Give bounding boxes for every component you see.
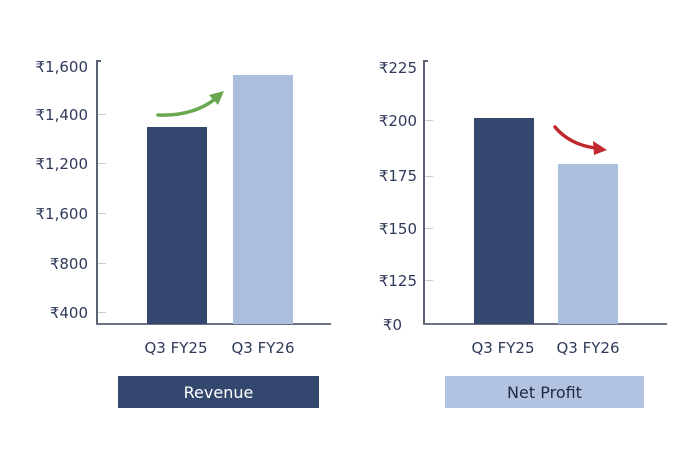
revenue-tick [98,163,106,164]
revenue-tick [98,263,106,264]
revenue-bar-fy26 [233,75,293,324]
revenue-legend-label: Revenue [118,376,319,408]
trend-up-arrow-icon [156,91,224,117]
revenue-tick-label: ₹1,600 [35,58,89,76]
profit-bar-fy25 [474,118,534,324]
profit-tick-label: ₹225 [378,59,417,77]
profit-tick [425,176,433,177]
profit-y-axis-cap [423,60,428,62]
profit-tick-label: ₹175 [378,167,417,185]
revenue-tick [98,114,106,115]
profit-bar-fy26 [558,164,618,324]
trend-down-arrow-icon [553,125,607,155]
revenue-tick-label: ₹800 [49,255,88,273]
net-profit-legend-label: Net Profit [445,376,644,408]
revenue-tick-label: ₹400 [49,304,88,322]
profit-tick [425,228,433,229]
revenue-category-label: Q3 FY25 [144,339,208,357]
profit-y-axis [423,60,425,325]
profit-tick [425,120,433,121]
profit-tick-label: ₹200 [378,112,417,130]
revenue-tick [98,312,106,313]
revenue-bar-fy25 [147,127,207,324]
revenue-x-axis [96,323,331,325]
profit-tick-label: ₹0 [382,316,402,334]
profit-x-axis [423,323,667,325]
profit-category-label: Q3 FY25 [471,339,535,357]
profit-category-label: Q3 FY26 [556,339,620,357]
revenue-tick-label: ₹1,400 [35,106,89,124]
revenue-tick-label: ₹1,200 [35,155,89,173]
revenue-tick [98,213,106,214]
profit-tick-label: ₹125 [378,272,417,290]
revenue-y-axis [96,60,98,325]
profit-tick [425,280,433,281]
revenue-category-label: Q3 FY26 [231,339,295,357]
profit-tick-label: ₹150 [378,220,417,238]
revenue-y-axis-cap [96,60,101,62]
revenue-tick-label: ₹1,600 [35,205,89,223]
